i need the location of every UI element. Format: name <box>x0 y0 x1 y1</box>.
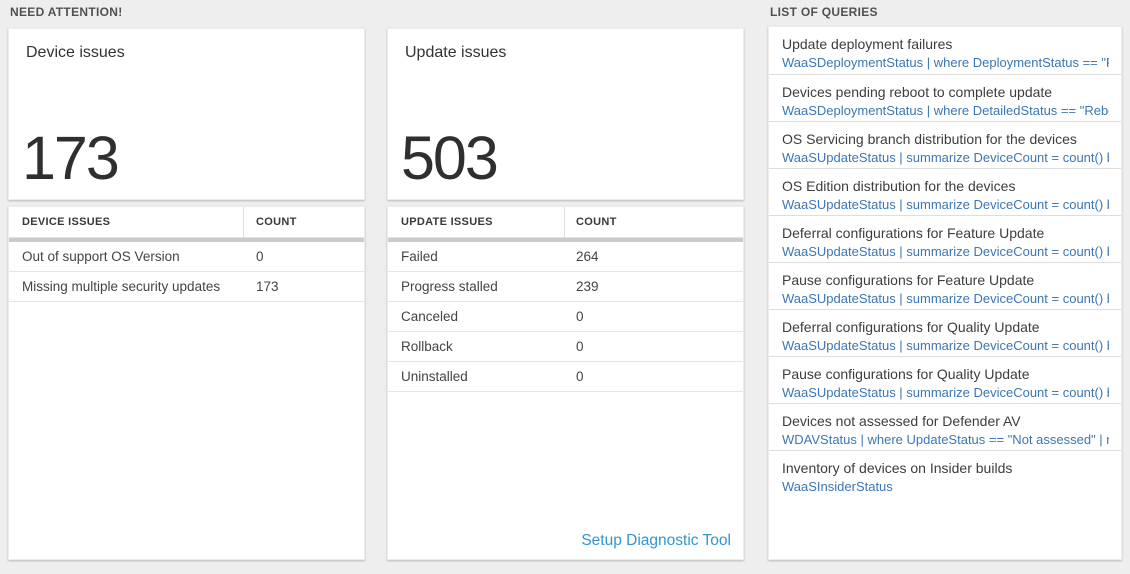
row-count-value: 0 <box>576 369 584 384</box>
query-title: Pause configurations for Quality Update <box>782 366 1030 382</box>
update-issues-table-header: UPDATE ISSUES COUNT <box>388 207 743 238</box>
setup-diagnostic-tool-link[interactable]: Setup Diagnostic Tool <box>581 532 731 549</box>
column-header-count: COUNT <box>256 216 297 228</box>
query-title: Deferral configurations for Quality Upda… <box>782 319 1040 335</box>
table-header-band <box>9 238 364 242</box>
row-count-value: 0 <box>576 309 584 324</box>
row-label: Uninstalled <box>401 369 468 384</box>
update-issues-card-title: Update issues <box>405 44 507 61</box>
query-code-link[interactable]: WaaSUpdateStatus | summarize DeviceCount… <box>782 197 1109 212</box>
update-issues-count: 503 <box>401 123 499 192</box>
table-row: Rollback 0 <box>388 332 743 362</box>
device-issues-count: 173 <box>22 123 120 192</box>
query-code-link[interactable]: WaaSUpdateStatus | summarize DeviceCount… <box>782 291 1109 306</box>
query-title: Devices pending reboot to complete updat… <box>782 84 1053 100</box>
row-label: Rollback <box>401 339 453 354</box>
table-header-band <box>388 238 743 242</box>
row-count-value: 239 <box>576 279 599 294</box>
table-row: Out of support OS Version 0 <box>9 242 364 272</box>
update-issues-table: UPDATE ISSUES COUNT Failed 264 Progress st… <box>387 206 744 560</box>
device-issues-table-header: DEVICE ISSUES COUNT <box>9 207 364 238</box>
column-header-count: COUNT <box>576 216 617 228</box>
query-code-link[interactable]: WaaSUpdateStatus | summarize DeviceCount… <box>782 244 1109 259</box>
device-issues-card-title: Device issues <box>26 44 125 61</box>
table-row: Progress stalled 239 <box>388 272 743 302</box>
query-list-item[interactable]: OS Servicing branch distribution for the… <box>769 121 1121 168</box>
table-row: Failed 264 <box>388 242 743 272</box>
row-label: Progress stalled <box>401 279 498 294</box>
query-list-item[interactable]: Deferral configurations for Quality Upda… <box>769 309 1121 356</box>
query-code-link[interactable]: WaaSDeploymentStatus | where DetailedSta… <box>782 103 1109 118</box>
query-title: OS Edition distribution for the devices <box>782 178 1016 194</box>
query-code-link[interactable]: WaaSUpdateStatus | summarize DeviceCount… <box>782 385 1109 400</box>
row-label: Missing multiple security updates <box>22 279 221 294</box>
query-list-item[interactable]: Deferral configurations for Feature Upda… <box>769 215 1121 262</box>
query-title: Pause configurations for Feature Update <box>782 272 1035 288</box>
row-count-value: 173 <box>256 279 279 294</box>
list-of-queries-panel: Update deployment failures WaaSDeployment… <box>768 26 1122 560</box>
query-list-item[interactable]: Update deployment failures WaaSDeployment… <box>769 27 1121 74</box>
column-header-update-issues: UPDATE ISSUES <box>388 207 565 237</box>
table-row: Missing multiple security updates 173 <box>9 272 364 302</box>
row-label: Out of support OS Version <box>22 249 180 264</box>
query-title: Devices not assessed for Defender AV <box>782 413 1021 429</box>
query-code-link[interactable]: WaaSDeploymentStatus | where DeploymentS… <box>782 55 1109 70</box>
row-count-value: 264 <box>576 249 599 264</box>
query-list-item[interactable]: Pause configurations for Quality Update W… <box>769 356 1121 403</box>
query-title: Deferral configurations for Feature Upda… <box>782 225 1045 241</box>
device-issues-card[interactable]: Device issues 173 <box>8 28 365 200</box>
list-of-queries-section-label: LIST OF QUERIES <box>770 5 878 19</box>
need-attention-section-label: NEED ATTENTION! <box>10 5 123 19</box>
row-count-value: 0 <box>576 339 584 354</box>
query-code-link[interactable]: WaaSUpdateStatus | summarize DeviceCount… <box>782 338 1109 353</box>
query-list-item[interactable]: Inventory of devices on Insider builds Wa… <box>769 450 1121 497</box>
table-row: Canceled 0 <box>388 302 743 332</box>
table-row: Uninstalled 0 <box>388 362 743 392</box>
row-label: Canceled <box>401 309 459 324</box>
query-list-item[interactable]: Devices pending reboot to complete updat… <box>769 74 1121 121</box>
query-code-link[interactable]: WaaSInsiderStatus <box>782 479 893 494</box>
query-list-item[interactable]: Pause configurations for Feature Update W… <box>769 262 1121 309</box>
query-title: OS Servicing branch distribution for the… <box>782 131 1077 147</box>
update-issues-card[interactable]: Update issues 503 <box>387 28 744 200</box>
query-title: Inventory of devices on Insider builds <box>782 460 1013 476</box>
query-code-link[interactable]: WDAVStatus | where UpdateStatus == "Not … <box>782 432 1109 447</box>
query-list-item[interactable]: Devices not assessed for Defender AV WDAV… <box>769 403 1121 450</box>
query-list-item[interactable]: OS Edition distribution for the devices W… <box>769 168 1121 215</box>
row-label: Failed <box>401 249 438 264</box>
column-header-device-issues: DEVICE ISSUES <box>9 207 244 237</box>
device-issues-table: DEVICE ISSUES COUNT Out of support OS Ve… <box>8 206 365 560</box>
row-count-value: 0 <box>256 249 264 264</box>
query-code-link[interactable]: WaaSUpdateStatus | summarize DeviceCount… <box>782 150 1109 165</box>
query-title: Update deployment failures <box>782 36 953 52</box>
